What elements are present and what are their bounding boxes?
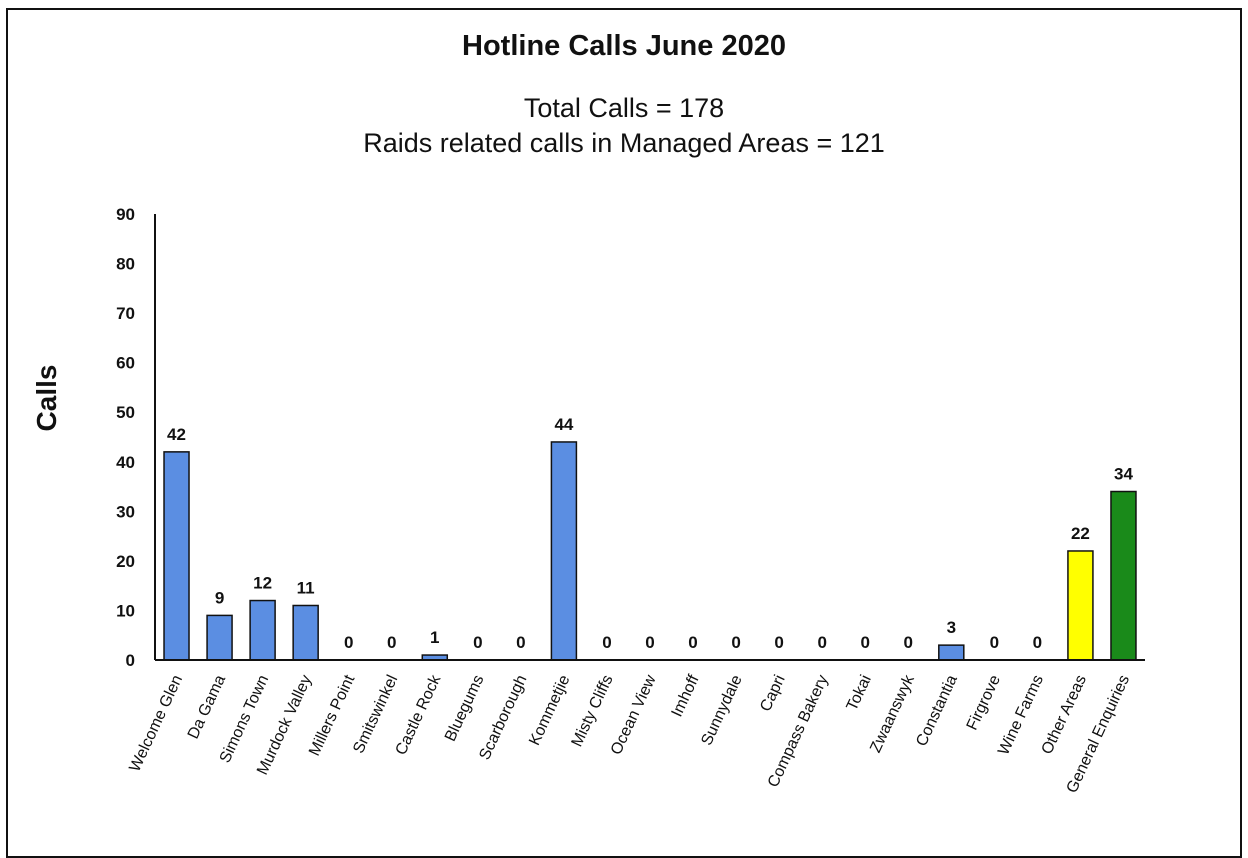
data-label: 11 (297, 578, 315, 597)
data-label: 34 (1114, 465, 1133, 484)
bar (206, 614, 233, 661)
x-category-label: Zwaanswyk (867, 672, 918, 756)
data-label: 44 (554, 415, 573, 434)
bars-group (163, 441, 1137, 661)
data-label: 0 (860, 633, 869, 652)
y-tick-label: 0 (126, 651, 135, 670)
x-category-label: Castle Rock (393, 672, 445, 758)
bar (163, 451, 190, 661)
data-labels-group: 42 9 12 11 0 0 1 0 0 44 0 0 0 0 0 0 0 0 3 0 0 22 34 (167, 415, 1133, 652)
y-tick-label: 50 (116, 403, 135, 422)
data-label: 0 (817, 633, 826, 652)
y-tick-label: 20 (116, 552, 135, 571)
y-tick-label: 30 (116, 502, 135, 521)
x-category-label: Imhoff (669, 672, 703, 720)
x-category-label: Misty Cliffs (569, 673, 617, 750)
data-label: 0 (904, 633, 913, 652)
data-label: 0 (774, 633, 783, 652)
bar (249, 599, 276, 661)
data-label: 0 (645, 633, 654, 652)
chart-title: Hotline Calls June 2020 (462, 30, 786, 62)
data-label: 0 (387, 633, 396, 652)
x-category-label: Capri (757, 673, 789, 715)
chart-subtitle-total: Total Calls = 178 (523, 93, 725, 123)
y-tick-label: 80 (116, 255, 135, 274)
data-label: 0 (473, 633, 482, 652)
chart-frame (6, 8, 1242, 858)
data-label: 0 (1033, 633, 1042, 652)
chart-subtitle-raids: Raids related calls in Managed Areas = 1… (363, 128, 885, 158)
data-label: 0 (688, 633, 697, 652)
y-tick-label: 70 (116, 304, 135, 323)
data-label: 0 (602, 633, 611, 652)
y-tick-label: 90 (116, 205, 135, 224)
bar (938, 644, 965, 661)
x-category-label: Bluegums (442, 673, 487, 745)
data-label: 0 (731, 633, 740, 652)
y-ticks-group: 0 10 20 30 40 50 60 70 80 90 (116, 205, 135, 670)
data-label: 9 (215, 588, 224, 607)
x-category-label: Firgrove (964, 672, 1004, 732)
bar (1110, 490, 1137, 661)
x-category-label: Wine Farms (995, 673, 1047, 758)
x-category-label: Millers Point (306, 672, 358, 759)
y-tick-label: 60 (116, 354, 135, 373)
bar (1067, 550, 1094, 661)
bar (550, 441, 578, 661)
data-label: 22 (1071, 524, 1090, 543)
x-category-label: Welcome Glen (127, 673, 187, 775)
data-label: 0 (990, 633, 999, 652)
y-axis-label: Calls (31, 365, 62, 432)
data-label: 3 (947, 618, 956, 637)
x-category-label: Ocean View (608, 672, 660, 758)
x-category-label: Other Areas (1039, 673, 1090, 758)
x-category-label: Da Gama (185, 672, 229, 741)
x-category-label: Sunnydale (698, 672, 745, 748)
data-label: 0 (344, 633, 353, 652)
data-label: 0 (516, 633, 525, 652)
y-tick-label: 40 (116, 453, 135, 472)
data-label: 42 (167, 425, 186, 444)
x-category-label: Smitswinkel (350, 673, 401, 757)
data-label: 12 (253, 574, 272, 593)
bar (292, 604, 319, 661)
data-label: 1 (430, 628, 439, 647)
x-category-label: Tokai (844, 673, 875, 714)
x-category-label: Kommetjie (526, 672, 573, 748)
x-category-label: Constantia (913, 672, 961, 749)
y-tick-label: 10 (116, 601, 135, 620)
